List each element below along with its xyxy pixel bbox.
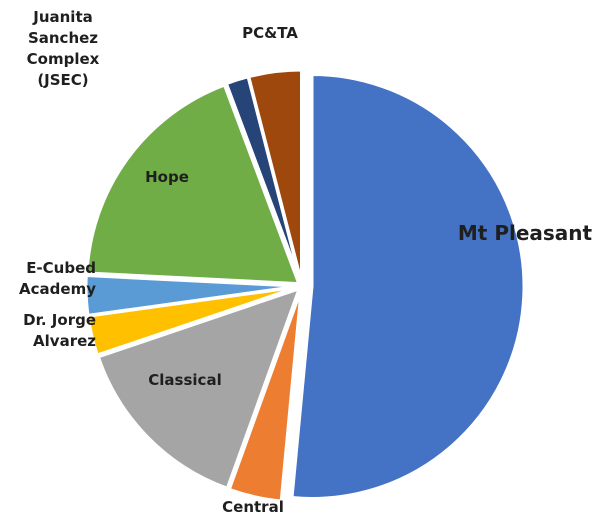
pie-slice-e-cubed-academy <box>84 274 300 317</box>
pie-label-pc-ta: PC&TA <box>242 24 298 42</box>
pie-label-line: E-Cubed <box>26 259 96 277</box>
pie-label-central: Central <box>222 498 284 516</box>
pie-label-line: Juanita <box>32 8 93 26</box>
pie-label-mt-pleasant: Mt Pleasant <box>458 221 593 245</box>
pie-label-line: Hope <box>145 168 189 186</box>
pie-label-classical: Classical <box>148 371 221 389</box>
pie-label-hope: Hope <box>145 168 189 186</box>
pie-label-line: Academy <box>19 280 96 298</box>
pie-label-line: Dr. Jorge <box>23 311 96 329</box>
pie-label-line: Classical <box>148 371 221 389</box>
pie-label-line: Alvarez <box>33 332 96 350</box>
pie-slice-classical <box>96 287 301 490</box>
pie-slice-pc-ta <box>247 68 303 284</box>
pie-label-line: (JSEC) <box>37 71 88 89</box>
pie-label-juanita-sanchez-complex-jsec: Juanita Sanchez Complex (JSEC) <box>27 8 100 89</box>
pie-label-line: Mt Pleasant <box>458 221 593 245</box>
pie-label-line: PC&TA <box>242 24 298 42</box>
pie-slice-central <box>227 288 303 503</box>
pie-labels: Mt Pleasant Central Classical Dr. Jorge Alva… <box>19 8 592 516</box>
pie-label-line: Central <box>222 498 284 516</box>
pie-label-line: Complex <box>27 50 100 68</box>
pie-label-dr-jorge-alvarez: Dr. Jorge Alvarez <box>23 311 96 350</box>
pie-slice-mt-pleasant <box>290 72 526 500</box>
pie-label-line: Sanchez <box>28 29 98 47</box>
pie-label-e-cubed-academy: E-Cubed Academy <box>19 259 96 298</box>
pie-slices <box>84 68 526 503</box>
pie-slice-hope <box>85 83 301 286</box>
